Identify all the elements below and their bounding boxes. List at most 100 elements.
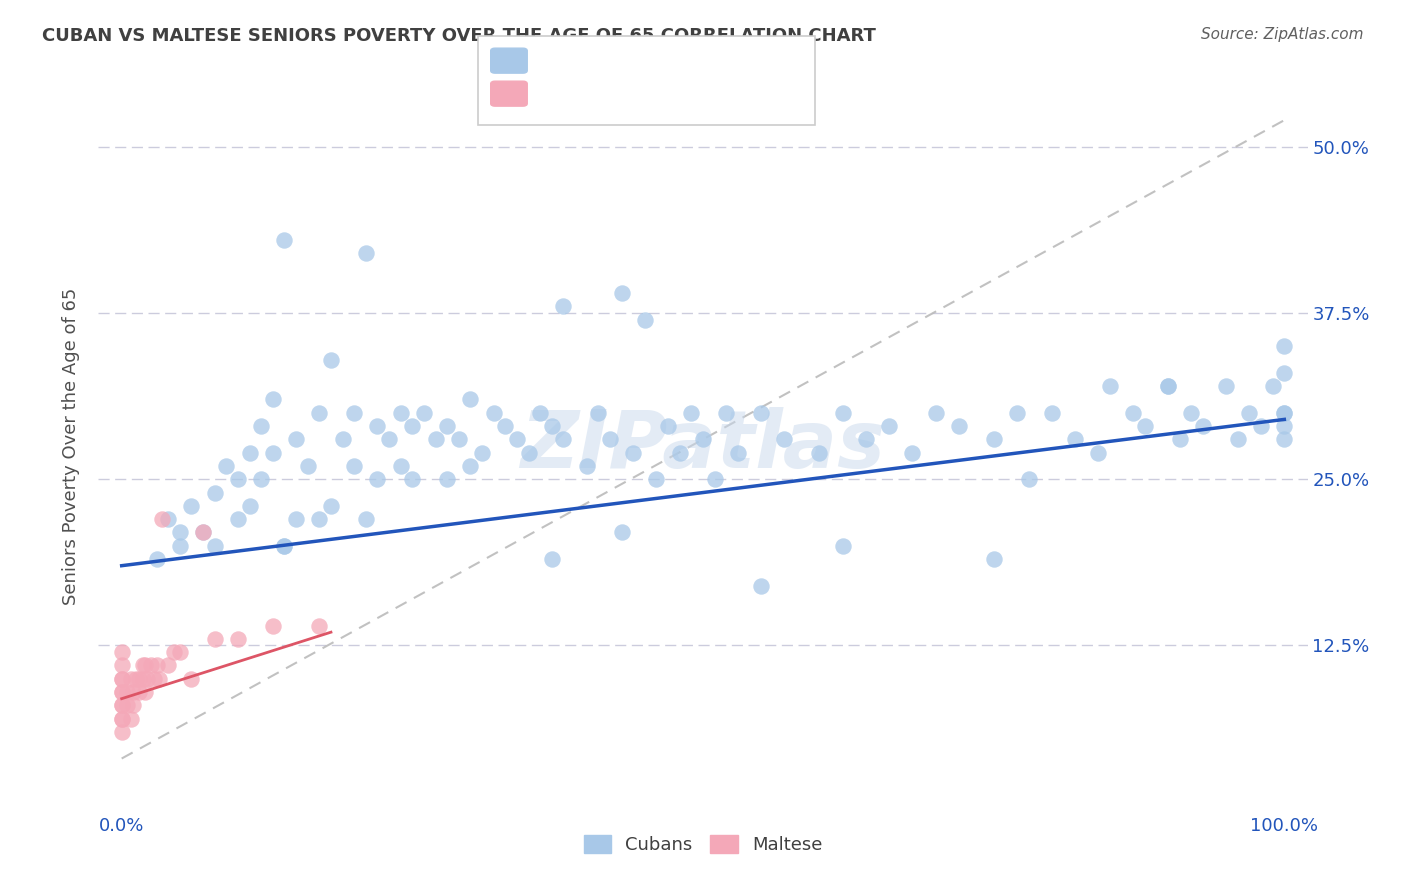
Point [1272,433,1295,447]
Point [191,525,214,540]
Point [145,552,167,566]
Point [226,512,249,526]
Point [517,445,540,459]
Point [401,419,423,434]
Point [877,419,900,434]
Point [366,472,388,486]
Text: ZIPatlas: ZIPatlas [520,407,886,485]
Point [378,433,401,447]
Point [163,645,186,659]
Point [319,499,342,513]
Point [128,685,150,699]
Point [239,499,262,513]
Point [1018,472,1040,486]
Point [1157,379,1180,393]
Legend: Cubans, Maltese: Cubans, Maltese [576,828,830,861]
Point [1180,406,1202,420]
Point [180,499,202,513]
Point [983,552,1005,566]
Point [1272,339,1295,353]
Point [553,433,575,447]
Text: R =: R = [537,85,576,103]
Point [1239,406,1261,420]
Point [250,472,273,486]
Point [447,433,470,447]
Point [482,406,505,420]
Point [773,433,796,447]
Point [134,685,156,699]
Point [262,445,284,459]
Point [145,658,167,673]
Text: CUBAN VS MALTESE SENIORS POVERTY OVER THE AGE OF 65 CORRELATION CHART: CUBAN VS MALTESE SENIORS POVERTY OVER TH… [42,27,876,45]
Text: 108: 108 [672,52,706,70]
Point [273,233,295,247]
Point [297,458,319,473]
Point [134,658,156,673]
Point [575,458,598,473]
Point [111,685,134,699]
Point [366,419,388,434]
Point [692,433,714,447]
Point [1250,419,1272,434]
Point [250,419,273,434]
Point [273,539,295,553]
Point [983,433,1005,447]
Point [749,406,772,420]
Point [808,445,831,459]
Point [1272,406,1295,420]
Point [610,286,633,301]
Point [413,406,436,420]
Point [131,672,153,686]
Point [111,698,134,713]
Point [111,712,134,726]
Text: Source: ZipAtlas.com: Source: ZipAtlas.com [1201,27,1364,42]
Point [436,419,458,434]
Text: N =: N = [633,85,672,103]
Point [308,406,330,420]
Point [634,312,657,326]
Point [111,685,134,699]
Point [120,712,142,726]
Point [1272,419,1295,434]
Point [1157,379,1180,393]
Point [1133,419,1156,434]
Text: 0.151: 0.151 [579,85,630,103]
Point [319,352,342,367]
Point [139,658,162,673]
Point [727,445,749,459]
Point [180,672,202,686]
Point [901,445,924,459]
Point [191,525,214,540]
Point [131,658,153,673]
Point [1040,406,1063,420]
Point [621,445,644,459]
Point [308,618,330,632]
Point [204,485,226,500]
Point [588,406,610,420]
Point [540,419,562,434]
Point [1226,433,1249,447]
Point [436,472,458,486]
Point [1192,419,1215,434]
Point [1215,379,1237,393]
Point [120,672,142,686]
Point [143,672,166,686]
Point [226,472,249,486]
Point [553,299,575,313]
Point [117,698,139,713]
Point [529,406,551,420]
Point [157,512,180,526]
Point [354,512,377,526]
Point [924,406,946,420]
Point [645,472,668,486]
Point [117,685,139,699]
Point [111,672,134,686]
Point [1261,379,1284,393]
Point [599,433,621,447]
Point [354,246,377,260]
Point [1087,445,1109,459]
Text: 0.373: 0.373 [579,52,631,70]
Point [111,672,134,686]
Point [150,512,173,526]
Point [610,525,633,540]
